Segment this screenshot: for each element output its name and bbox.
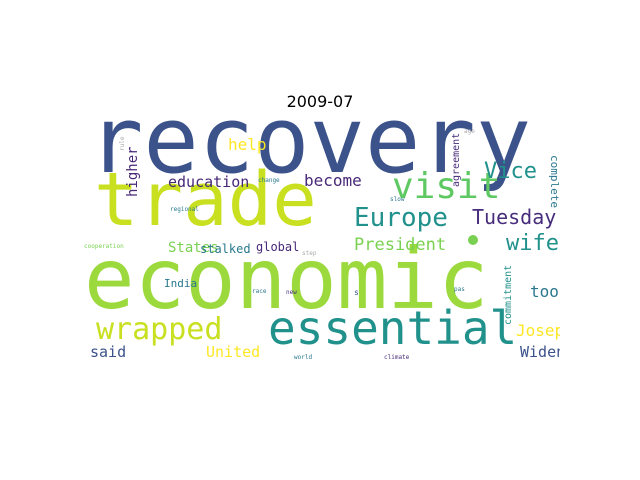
- word-europe: Europe: [354, 203, 448, 233]
- word-united: United: [206, 343, 261, 361]
- word-world: world: [294, 354, 313, 361]
- word-wrapped: wrapped: [96, 312, 223, 347]
- word-race: race: [252, 288, 267, 295]
- word-rule: rule: [119, 136, 126, 151]
- word-agreement: agreement: [451, 132, 462, 187]
- word-s: s: [354, 288, 359, 297]
- word-trade: trade: [94, 157, 317, 243]
- word-dot: [468, 235, 478, 245]
- word-education: education: [168, 173, 250, 191]
- word-stalked: stalked: [200, 242, 251, 256]
- word-states: States: [168, 240, 219, 256]
- word-india: India: [164, 277, 198, 290]
- word-essential: essential: [268, 301, 518, 355]
- word-regional: regional: [170, 206, 199, 213]
- word-recovery: recovery: [88, 117, 532, 194]
- word-joseph: Joseph: [516, 321, 560, 340]
- word-climate: climate: [384, 354, 410, 361]
- word-higher: higher: [125, 146, 141, 197]
- word-slow: slow: [390, 196, 405, 203]
- word-help: help: [228, 135, 267, 154]
- word-economic: economic: [84, 230, 489, 328]
- word-step: step: [302, 250, 317, 257]
- word-said: said: [90, 343, 127, 361]
- word-vice: Vice: [484, 159, 537, 184]
- word-tool: tool: [530, 282, 560, 301]
- word-president: President: [354, 235, 447, 255]
- word-change: change: [258, 177, 280, 184]
- word-cloud: recovery trade economic essential visit …: [80, 117, 560, 373]
- word-visit: visit: [392, 166, 501, 207]
- word-ago: ago: [464, 128, 475, 135]
- word-complete: complete: [548, 155, 560, 208]
- word-become: become: [304, 171, 362, 190]
- word-cooperation: cooperation: [84, 243, 124, 250]
- word-pas: pas: [454, 286, 465, 293]
- word-widen: Widen: [520, 343, 560, 361]
- word-new: new: [286, 289, 297, 296]
- word-wife: wife: [506, 231, 559, 256]
- figure-title: 2009-07: [286, 92, 354, 111]
- word-global: global: [256, 240, 300, 254]
- word-commitment: commitment: [503, 264, 514, 325]
- word-tuesday: Tuesday: [472, 205, 557, 229]
